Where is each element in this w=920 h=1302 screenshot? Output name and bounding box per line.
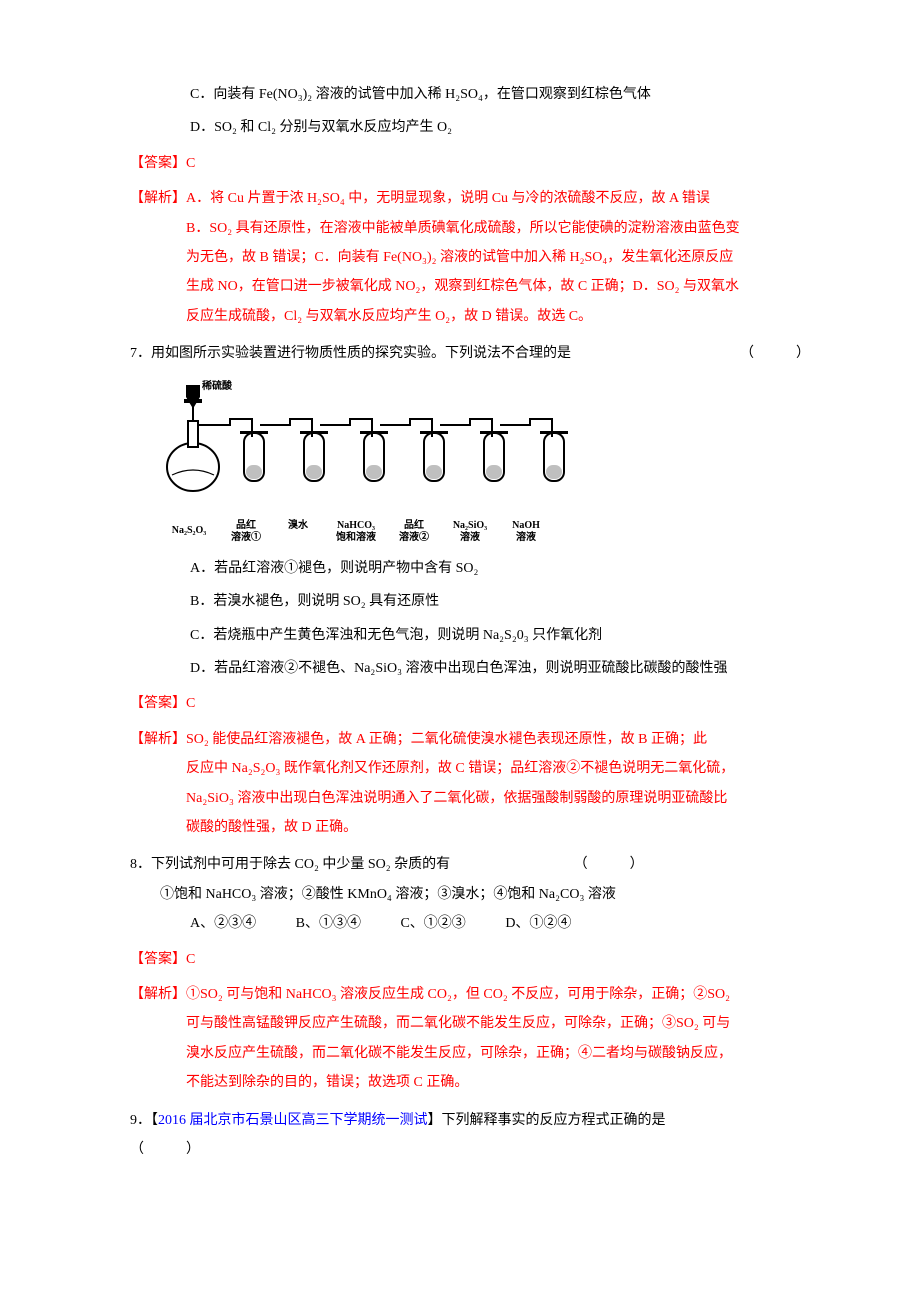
q9-rest: 下列解释事实的反应方程式正确的是 xyxy=(442,1113,666,1128)
analysis-8-l2: 可与酸性高锰酸钾反应产生硫酸，而二氧化碳不能发生反应，可除杂，正确；③SO₂ 可… xyxy=(130,1009,820,1038)
analysis-8-l4: 不能达到除杂的目的，错误；故选项 C 正确。 xyxy=(130,1068,820,1097)
analysis-6-l1: A．将 Cu 片置于浓 H₂SO₄ 中，无明显现象，说明 Cu 与冷的浓硫酸不反… xyxy=(186,191,710,206)
q9-source-link[interactable]: 2016 届北京市石景山区高三下学期统一测试 xyxy=(158,1113,428,1128)
stopcock-icon xyxy=(184,399,202,403)
analysis-8-l3: 溴水反应产生硫酸，而二氧化碳不能发生反应，可除杂，正确；④二者均与碳酸钠反应， xyxy=(130,1039,820,1068)
q8-paren: （ ） xyxy=(574,857,644,872)
q9-bracket-close: 】 xyxy=(428,1113,442,1128)
q8-choice-d: D、①②④ xyxy=(505,909,571,938)
analysis-7-prefix: 【解析】 xyxy=(130,732,186,747)
analysis-8: 【解析】①SO₂ 可与饱和 NaHCO₃ 溶液反应生成 CO₂，但 CO₂ 不反… xyxy=(130,980,820,1098)
q7-paren: （ ） xyxy=(740,339,810,368)
analysis-7-l3: Na₂SiO₃ 溶液中出现白色浑浊说明通入了二氧化碳，依据强酸制弱酸的原理说明亚… xyxy=(130,784,820,813)
flask-icon xyxy=(167,443,219,491)
analysis-6-l4: 生成 NO，在管口进一步被氧化成 NO₂，观察到红棕色气体，故 C 正确；D．S… xyxy=(130,272,820,301)
q9-num: 9． xyxy=(130,1113,151,1128)
q7-option-a: A．若品红溶液①褪色，则说明产物中含有 SO₂ xyxy=(130,554,820,583)
tube-label-1: 品红溶液① xyxy=(226,520,266,544)
funnel-label-text: 稀硫酸 xyxy=(202,379,233,392)
test-tube-5 xyxy=(480,431,508,481)
analysis-6-l3: 为无色，故 B 错误；C．向装有 Fe(NO₃)₂ 溶液的试管中加入稀 H₂SO… xyxy=(130,243,820,272)
analysis-6-l5: 反应生成硫酸，Cl₂ 与双氧水反应均产生 O₂，故 D 错误。故选 C。 xyxy=(130,302,820,331)
q7-option-b: B．若溴水褪色，则说明 SO₂ 具有还原性 xyxy=(130,587,820,616)
question-7: 7．用如图所示实验装置进行物质性质的探究实验。下列说法不合理的是 （ ） xyxy=(130,339,820,368)
question-9: 9．【2016 届北京市石景山区高三下学期统一测试】下列解释事实的反应方程式正确… xyxy=(130,1106,820,1135)
diagram-labels: Na₂S₂O₃ 品红溶液① 溴水 NaHCO₃饱和溶液 品红溶液② Na₂SiO… xyxy=(160,520,820,544)
tube-label-3: NaHCO₃饱和溶液 xyxy=(330,520,382,544)
analysis-7-l1: SO₂ 能使品红溶液褪色，故 A 正确；二氧化硫使溴水褪色表现还原性，故 B 正… xyxy=(186,732,707,747)
q9-paren: （ ） xyxy=(130,1135,820,1164)
question-8: 8．下列试剂中可用于除去 CO₂ 中少量 SO₂ 杂质的有 （ ） xyxy=(130,850,820,879)
flask-label: Na₂S₂O₃ xyxy=(164,520,214,544)
option-c-6: C．向装有 Fe(NO₃)₂ 溶液的试管中加入稀 H₂SO₄，在管口观察到红棕色… xyxy=(130,80,820,109)
test-tube-3 xyxy=(360,431,388,481)
q8-choice-a: A、②③④ xyxy=(190,909,256,938)
q8-choice-b: B、①③④ xyxy=(296,909,361,938)
tube-label-4: 品红溶液② xyxy=(394,520,434,544)
tube-label-2: 溴水 xyxy=(278,520,318,544)
answer-6: 【答案】C xyxy=(130,149,820,178)
q8-list: ①饱和 NaHCO₃ 溶液；②酸性 KMnO₄ 溶液；③溴水；④饱和 Na₂CO… xyxy=(130,880,820,909)
tube-label-6: NaOH溶液 xyxy=(506,520,546,544)
analysis-8-l1: ①SO₂ 可与饱和 NaHCO₃ 溶液反应生成 CO₂，但 CO₂ 不反应，可用… xyxy=(186,987,730,1002)
option-d-6: D．SO₂ 和 Cl₂ 分别与双氧水反应均产生 O₂ xyxy=(130,113,820,142)
tube-connector-1 xyxy=(198,419,252,437)
tube-label-5: Na₂SiO₃溶液 xyxy=(446,520,494,544)
analysis-7-l4: 碳酸的酸性强，故 D 正确。 xyxy=(130,813,820,842)
analysis-7-l2: 反应中 Na₂S₂O₃ 既作氧化剂又作还原剂，故 C 错误；品红溶液②不褪色说明… xyxy=(130,754,820,783)
q8-choice-c: C、①②③ xyxy=(400,909,465,938)
q9-bracket-open: 【 xyxy=(151,1113,158,1128)
q7-option-d: D．若品红溶液②不褪色、Na₂SiO₃ 溶液中出现白色浑浊，则说明亚硫酸比碳酸的… xyxy=(130,654,820,683)
test-tube-4 xyxy=(420,431,448,481)
flask-neck xyxy=(188,421,198,447)
q8-text: 8．下列试剂中可用于除去 CO₂ 中少量 SO₂ 杂质的有 xyxy=(130,857,450,872)
analysis-6: 【解析】A．将 Cu 片置于浓 H₂SO₄ 中，无明显现象，说明 Cu 与冷的浓… xyxy=(130,184,820,331)
q8-choices: A、②③④ B、①③④ C、①②③ D、①②④ xyxy=(130,909,820,938)
q7-text: 7．用如图所示实验装置进行物质性质的探究实验。下列说法不合理的是 xyxy=(130,346,571,361)
test-tube-2 xyxy=(300,431,328,481)
analysis-7: 【解析】SO₂ 能使品红溶液褪色，故 A 正确；二氧化硫使溴水褪色表现还原性，故… xyxy=(130,725,820,843)
test-tube-6 xyxy=(540,431,568,481)
answer-7: 【答案】C xyxy=(130,689,820,718)
apparatus-diagram: 稀硫酸 xyxy=(160,377,820,544)
analysis-6-l2: B．SO₂ 具有还原性，在溶液中能被单质碘氧化成硫酸，所以它能使碘的淀粉溶液由蓝… xyxy=(130,214,820,243)
test-tube-1 xyxy=(240,431,268,481)
analysis-6-prefix: 【解析】 xyxy=(130,191,186,206)
analysis-8-prefix: 【解析】 xyxy=(130,987,186,1002)
q7-option-c: C．若烧瓶中产生黄色浑浊和无色气泡，则说明 Na₂S₂0₃ 只作氧化剂 xyxy=(130,621,820,650)
answer-8: 【答案】C xyxy=(130,945,820,974)
